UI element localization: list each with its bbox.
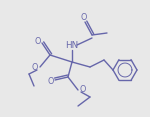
Text: O: O	[35, 38, 41, 46]
Text: O: O	[80, 86, 86, 95]
Text: O: O	[32, 64, 38, 73]
Text: O: O	[48, 77, 54, 86]
Text: HN: HN	[65, 42, 79, 51]
Text: O: O	[81, 13, 87, 22]
